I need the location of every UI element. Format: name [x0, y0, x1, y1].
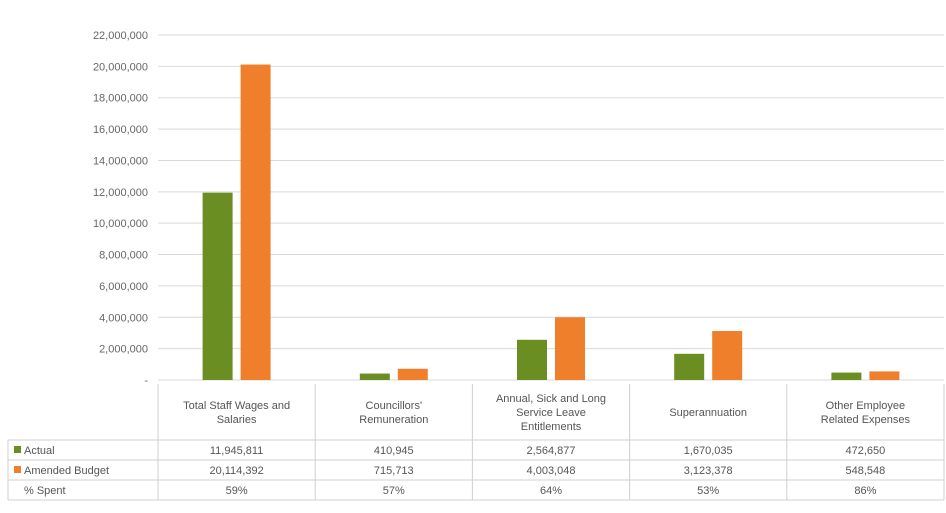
category-label: Other Employee Related Expenses	[821, 400, 911, 426]
table-cell: 59%	[226, 485, 248, 497]
bar-amended-budget	[555, 317, 585, 380]
bar-actual	[202, 192, 233, 380]
table-row-label: % Spent	[24, 485, 66, 497]
table-cell: 4,003,048	[527, 465, 576, 477]
bar-actual	[674, 353, 705, 380]
category-label: Councillors' Remuneration	[359, 400, 428, 426]
y-tick-label: 2,000,000	[99, 344, 148, 356]
category-label: Superannuation	[669, 407, 747, 419]
table-cell: 57%	[383, 485, 405, 497]
table-cell: 1,670,035	[684, 445, 733, 457]
data-table: Actual 11,945,811 410,945 2,564,877 1,670,03…	[7, 384, 945, 501]
y-tick-label: 20,000,000	[93, 61, 148, 73]
table-cell: 472,650	[846, 445, 886, 457]
y-tick-label: 8,000,000	[99, 250, 148, 262]
table-row-label: Actual	[24, 445, 55, 457]
y-tick-label: 22,000,000	[93, 30, 148, 42]
y-tick-label: 6,000,000	[99, 281, 148, 293]
y-tick-label: 14,000,000	[93, 155, 148, 167]
legend-key	[14, 446, 21, 453]
y-tick-label: 4,000,000	[99, 312, 148, 324]
bar-amended-budget	[240, 64, 271, 380]
table-cell: 11,945,811	[210, 445, 263, 457]
table-cell: 86%	[854, 485, 876, 497]
y-tick-label: 16,000,000	[93, 124, 148, 136]
bars	[202, 64, 900, 380]
category-label: Annual, Sick and Long Service Leave Entitl…	[496, 393, 606, 433]
y-axis-ticks: 22,000,000 20,000,000 18,000,000 16,000,000…	[93, 30, 148, 387]
table-cell: 548,548	[846, 465, 886, 477]
y-tick-label: 12,000,000	[93, 187, 148, 199]
bar-actual	[359, 373, 390, 380]
y-tick-label: 10,000,000	[93, 218, 148, 230]
category-labels: Total Staff Wages and Salaries Councillors…	[183, 393, 910, 433]
table-cell: 3,123,378	[684, 465, 733, 477]
category-label: Total Staff Wages and Salaries	[183, 400, 290, 426]
table-row-label: Amended Budget	[24, 465, 109, 477]
table-cell: 410,945	[374, 445, 414, 457]
table-cell: 715,713	[374, 465, 414, 477]
gridlines	[158, 34, 944, 381]
legend-key	[14, 466, 21, 473]
table-cell: 53%	[697, 485, 719, 497]
table-cell: 64%	[540, 485, 562, 497]
table-cell: 2,564,877	[527, 445, 576, 457]
y-tick-label: 18,000,000	[93, 93, 148, 105]
table-cell: 20,114,392	[209, 465, 263, 477]
bar-amended-budget	[712, 331, 743, 380]
bar-actual	[831, 372, 862, 380]
bar-actual	[517, 339, 547, 380]
y-tick-label: -	[144, 375, 148, 387]
bar-amended-budget	[869, 371, 900, 380]
bar-amended-budget	[397, 368, 428, 380]
